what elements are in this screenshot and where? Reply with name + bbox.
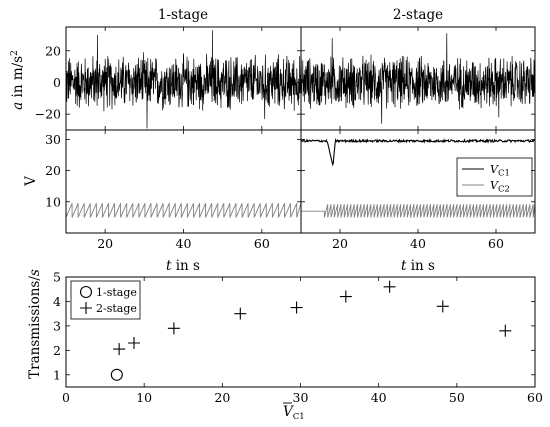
y-tick-label: 1 — [53, 367, 61, 382]
point-2-stage — [167, 322, 180, 335]
legend-box — [456, 157, 533, 197]
vc1-xlabel: VC1 — [283, 402, 305, 422]
legend-label-1-stage: 1-stage — [96, 286, 137, 299]
y-tick-label: 20 — [45, 163, 61, 178]
y-tick-label: −20 — [35, 107, 61, 122]
panel-title-1-stage: 1-stage — [158, 7, 208, 23]
y-tick-label: 30 — [45, 132, 61, 147]
svg-text:VC1: VC1 — [283, 404, 305, 422]
x-tick-label: 30 — [293, 390, 309, 405]
time-xlabel-right: t in s — [401, 258, 435, 274]
panel-frame — [65, 129, 302, 234]
x-tick-label: 50 — [449, 390, 465, 405]
x-tick-label: 20 — [97, 236, 113, 251]
point-2-stage — [128, 337, 141, 349]
legend-label: VC1 — [490, 163, 510, 179]
y-tick-label: 0 — [53, 75, 61, 90]
accel-panel-2 — [300, 26, 536, 131]
transmissions-ylabel: Transmissions/s — [27, 269, 43, 379]
legend-marker-circle — [79, 285, 93, 299]
point-2-stage — [113, 343, 126, 356]
vc1-trace — [300, 137, 536, 167]
accel-trace — [65, 30, 302, 129]
accel-ylabel: a in m/s2 — [10, 50, 26, 110]
x-tick-label: 20 — [332, 236, 348, 251]
vc2-trace — [301, 204, 536, 218]
y-tick-label: 10 — [45, 194, 61, 209]
point-1-stage — [110, 368, 123, 381]
time-xlabel-left: t in s — [166, 258, 200, 274]
panel-title-2-stage: 2-stage — [393, 7, 443, 23]
x-tick-label: 40 — [410, 236, 426, 251]
vc2-trace — [65, 203, 302, 218]
x-tick-label: 40 — [176, 236, 192, 251]
point-2-stage — [383, 280, 396, 293]
accel-panel-1: −20 0 20 — [35, 26, 302, 131]
y-tick-label: 20 — [45, 43, 61, 58]
x-tick-label: 60 — [527, 390, 543, 405]
scatter-legend: 1-stage 2-stage — [70, 280, 141, 320]
x-tick-label: 10 — [136, 390, 152, 405]
legend-marker-plus — [80, 302, 92, 314]
x-tick-label: 60 — [254, 236, 270, 251]
y-tick-label: 4 — [53, 294, 61, 309]
voltage-panel-1: 10 20 30 20 40 60 — [45, 129, 302, 251]
point-2-stage — [339, 290, 352, 303]
point-2-stage — [234, 307, 247, 320]
point-2-stage — [290, 301, 303, 314]
x-tick-label: 0 — [62, 390, 70, 405]
y-tick-label: 3 — [53, 318, 61, 333]
point-2-stage — [436, 300, 449, 313]
y-tick-label: 5 — [53, 270, 61, 285]
accel-trace — [300, 33, 536, 124]
legend-label-2-stage: 2-stage — [96, 302, 137, 315]
point-2-stage — [499, 324, 512, 337]
legend-label: VC2 — [490, 179, 510, 195]
y-tick-label: 2 — [53, 343, 61, 358]
x-tick-label: 20 — [214, 390, 230, 405]
panel-frame — [65, 276, 536, 388]
voltage-ylabel: V — [23, 176, 39, 187]
panel-frame — [300, 129, 536, 234]
x-tick-label: 40 — [371, 390, 387, 405]
x-tick-label: 60 — [488, 236, 504, 251]
